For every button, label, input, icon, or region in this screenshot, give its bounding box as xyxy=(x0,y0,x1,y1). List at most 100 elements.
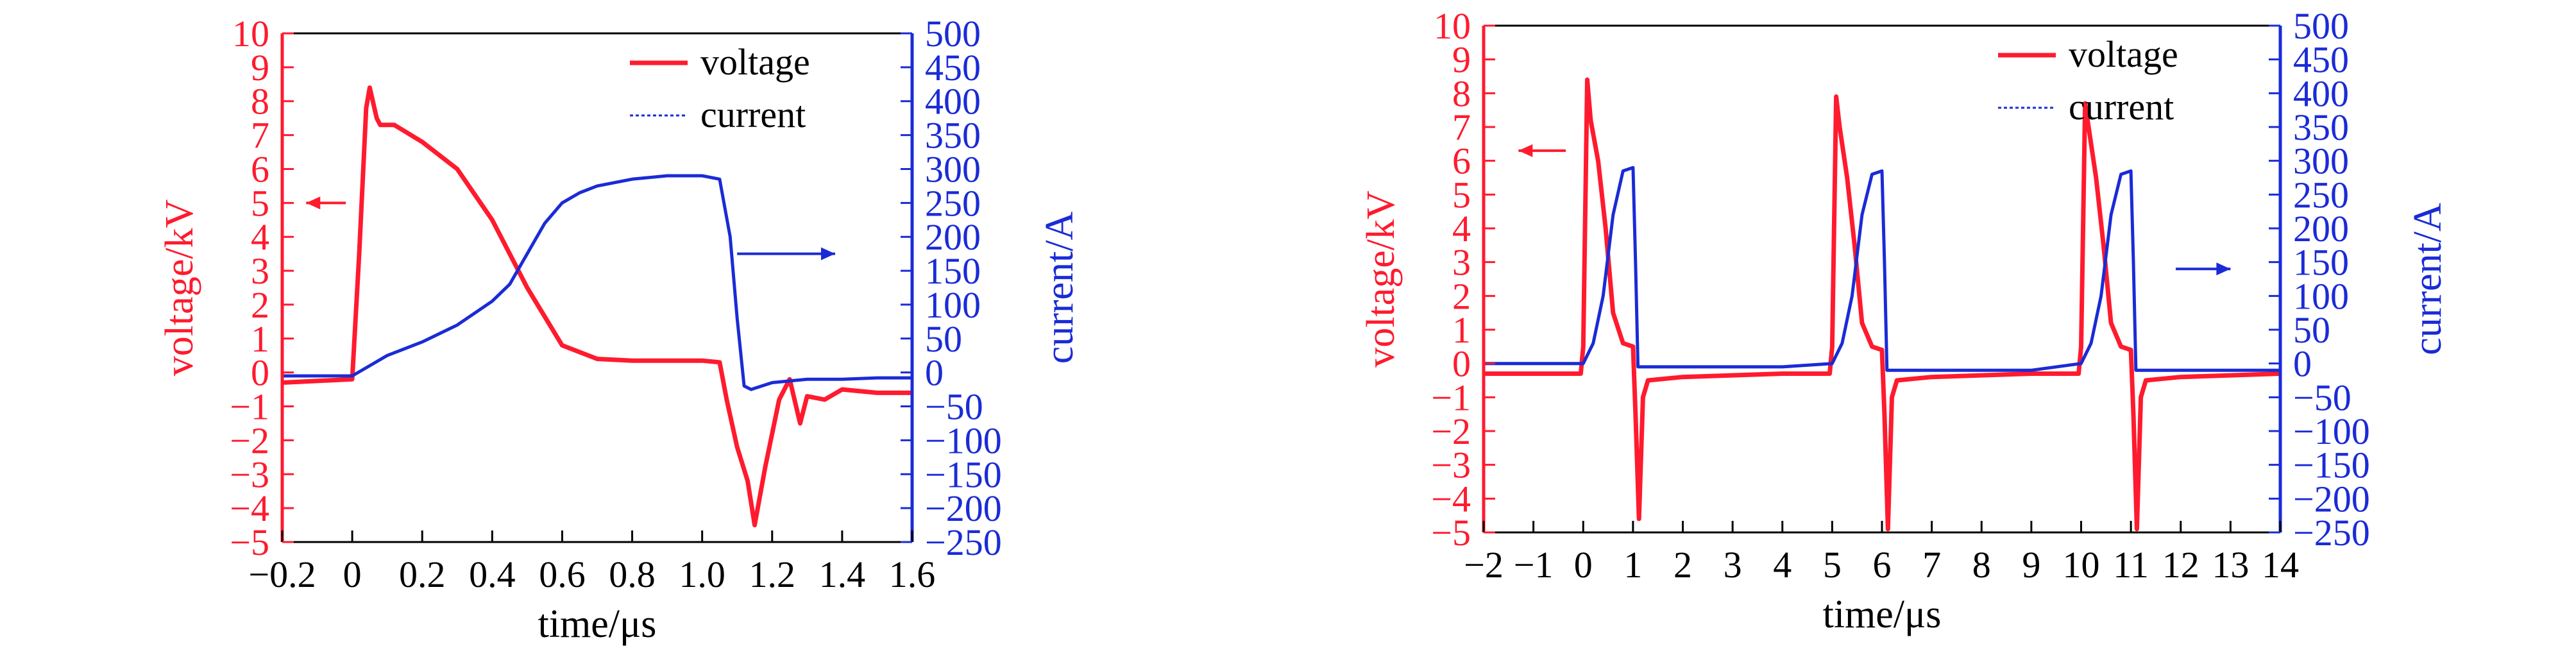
x-tick-label: 6 xyxy=(1873,544,1892,586)
series-line-current xyxy=(282,174,912,391)
y-left-tick-label: 6 xyxy=(251,148,269,190)
y-right-tick-label: 200 xyxy=(2293,208,2349,250)
y-right-tick-label: 450 xyxy=(2293,39,2349,81)
y-left-tick-label: 0 xyxy=(1452,343,1471,385)
x-tick-label: 0.4 xyxy=(469,554,516,595)
y-left-tick-label: −1 xyxy=(230,386,269,428)
x-tick-label: 0.8 xyxy=(609,554,656,595)
y-right-tick-label: 50 xyxy=(2293,309,2330,351)
y-left-tick-label: 2 xyxy=(251,284,269,326)
y-right-tick-label: −150 xyxy=(2293,445,2370,486)
y-left-tick-label: 3 xyxy=(1452,242,1471,284)
y-left-tick-label: −3 xyxy=(1431,445,1471,486)
y-left-tick-label: 3 xyxy=(251,250,269,292)
y-right-tick-label: −50 xyxy=(925,386,983,428)
y-right-tick-label: −200 xyxy=(925,488,1002,529)
y-right-tick-label: 350 xyxy=(925,115,981,157)
y-right-tick-label: 200 xyxy=(925,216,981,258)
y-left-tick-label: 4 xyxy=(1452,208,1471,250)
y-right-tick-label: 500 xyxy=(2293,5,2349,47)
x-tick-label: 4 xyxy=(1773,544,1792,586)
voltage-arrow-head xyxy=(1518,144,1533,157)
y-right-tick-label: 100 xyxy=(925,284,981,326)
x-tick-label: −0.2 xyxy=(248,554,316,595)
x-tick-label: 1.4 xyxy=(819,554,866,595)
y-right-tick-label: 400 xyxy=(925,81,981,123)
series-line-current xyxy=(1484,165,2280,372)
y-right-tick-label: 250 xyxy=(925,182,981,224)
x-tick-label: 8 xyxy=(1972,544,1991,586)
y-right-tick-label: 0 xyxy=(925,352,944,394)
legend-label-current: current xyxy=(2069,86,2174,128)
y-left-tick-label: −4 xyxy=(1431,478,1471,520)
y-left-tick-label: 5 xyxy=(251,182,269,224)
y-left-tick-label: −4 xyxy=(230,488,269,529)
y-right-tick-label: 100 xyxy=(2293,275,2349,317)
y-left-tick-label: 8 xyxy=(1452,72,1471,114)
y-left-tick-label: 7 xyxy=(1452,106,1471,148)
x-tick-label: 2 xyxy=(1674,544,1692,586)
y-left-tick-label: 10 xyxy=(1434,5,1471,47)
y-left-tick-label: 9 xyxy=(1452,39,1471,81)
voltage-arrow-head xyxy=(306,196,321,210)
y-left-tick-label: 10 xyxy=(232,13,269,55)
y-right-tick-label: 150 xyxy=(2293,242,2349,284)
y-left-tick-label: −5 xyxy=(230,522,269,563)
y-right-tick-label: 150 xyxy=(925,250,981,292)
x-tick-label: 1.2 xyxy=(749,554,796,595)
x-tick-label: 14 xyxy=(2262,544,2299,586)
y-right-tick-label: 400 xyxy=(2293,72,2349,114)
y-left-axis-label: voltage/kV xyxy=(1359,191,1403,368)
y-right-tick-label: −250 xyxy=(2293,512,2370,554)
x-tick-label: 0.6 xyxy=(539,554,586,595)
y-right-tick-label: −100 xyxy=(925,420,1002,461)
y-right-tick-label: 500 xyxy=(925,13,981,55)
x-tick-label: 0 xyxy=(343,554,362,595)
x-tick-label: −2 xyxy=(1464,544,1504,586)
legend-label-voltage: voltage xyxy=(700,41,810,83)
x-tick-label: 13 xyxy=(2212,544,2249,586)
x-tick-label: 12 xyxy=(2162,544,2199,586)
legend-label-current: current xyxy=(700,94,806,135)
y-left-tick-label: 9 xyxy=(251,47,269,89)
y-right-tick-label: −50 xyxy=(2293,377,2351,418)
legend-label-voltage: voltage xyxy=(2069,33,2178,75)
x-tick-label: 0 xyxy=(1574,544,1593,586)
y-right-axis-label: current/A xyxy=(1038,212,1081,364)
y-right-tick-label: 350 xyxy=(2293,106,2349,148)
x-tick-label: 9 xyxy=(2022,544,2040,586)
y-left-tick-label: 2 xyxy=(1452,275,1471,317)
x-tick-label: −1 xyxy=(1514,544,1554,586)
y-left-tick-label: 1 xyxy=(251,318,269,360)
x-tick-label: 7 xyxy=(1922,544,1941,586)
y-left-tick-label: −3 xyxy=(230,454,269,495)
y-right-tick-label: 50 xyxy=(925,318,962,360)
x-axis-label: time/μs xyxy=(538,602,657,646)
chart-1: −0.2 0 0.2 0.4 0.6 0.8 1.0 1.2 1.4 1.6−5−4−3−2−10… xyxy=(158,13,1081,646)
y-left-tick-label: 7 xyxy=(251,115,269,157)
y-left-tick-label: 1 xyxy=(1452,309,1471,351)
y-right-tick-label: −100 xyxy=(2293,411,2370,452)
x-tick-label: 0.2 xyxy=(399,554,446,595)
y-left-tick-label: 5 xyxy=(1452,174,1471,216)
y-right-tick-label: 0 xyxy=(2293,343,2312,385)
y-right-tick-label: 250 xyxy=(2293,174,2349,216)
y-left-tick-label: −2 xyxy=(1431,411,1471,452)
y-right-tick-label: −200 xyxy=(2293,478,2370,520)
x-tick-label: 1.6 xyxy=(889,554,936,595)
series-line-voltage xyxy=(282,85,912,528)
x-axis-label: time/μs xyxy=(1823,593,1942,636)
current-arrow-head xyxy=(2216,262,2231,276)
y-left-tick-label: −5 xyxy=(1431,512,1471,554)
y-right-tick-label: 300 xyxy=(925,148,981,190)
series-line-voltage xyxy=(1484,77,2281,532)
x-tick-label: 10 xyxy=(2063,544,2100,586)
x-tick-label: 1 xyxy=(1623,544,1642,586)
x-tick-label: 5 xyxy=(1823,544,1842,586)
y-right-tick-label: 300 xyxy=(2293,140,2349,182)
chart-2: −2 −1 0 1 2 3 4 5 6 7 8 9 10 11 12 13 14−5−4−3−2−1012345… xyxy=(1359,5,2450,636)
y-right-tick-label: 450 xyxy=(925,47,981,89)
y-left-tick-label: 6 xyxy=(1452,140,1471,182)
x-tick-label: 3 xyxy=(1724,544,1742,586)
